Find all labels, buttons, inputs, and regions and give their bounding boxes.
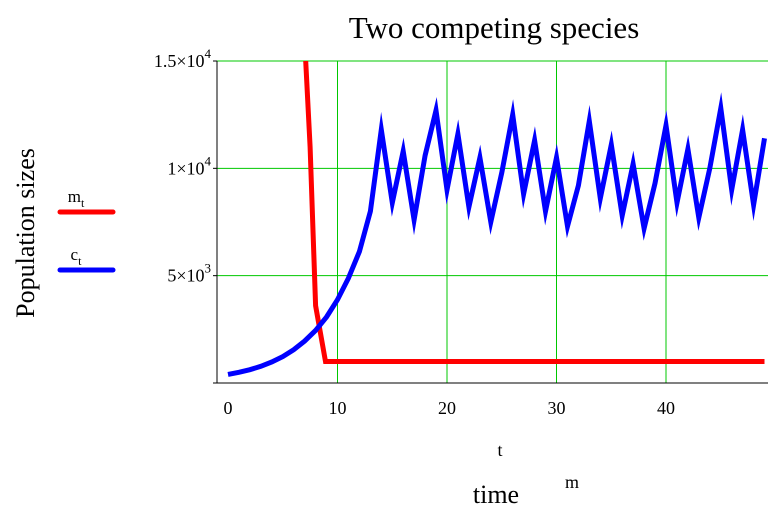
y-tick-label: 1×104: [167, 153, 211, 178]
x-axis-label: t: [497, 440, 502, 460]
y-tick-mantissa: 1.5×10: [154, 51, 205, 71]
series-layer: [227, 61, 767, 377]
y-tick-exponent: 4: [205, 153, 212, 168]
y-tick-label: 1.5×104: [154, 46, 212, 71]
y-tick-exponent: 4: [205, 46, 212, 61]
chart-title: Two competing species: [349, 10, 640, 45]
x-tick-label: 40: [657, 398, 675, 418]
x-tick-label: 0: [224, 398, 233, 418]
legend-series-name: m: [68, 187, 81, 206]
legend-label: mt: [68, 187, 85, 210]
legend-series-subscript: t: [81, 196, 85, 210]
legend-item-m: mt: [57, 187, 116, 215]
y-tick-label: 5×103: [167, 261, 211, 286]
legend-series-subscript: t: [78, 254, 82, 268]
y-tick-mantissa: 1×10: [167, 158, 204, 178]
legend-item-c: ct: [57, 245, 116, 273]
x-tick-label: 10: [329, 398, 347, 418]
series-line-c: [227, 92, 767, 377]
x-tick-labels: 0 10 20 30 40: [224, 398, 676, 418]
x-tick-label: 20: [438, 398, 456, 418]
axes: [213, 60, 768, 384]
y-tick-exponent: 3: [205, 261, 212, 276]
x-tick-label: 30: [548, 398, 566, 418]
y-axis-label: Population sizes: [11, 148, 40, 318]
y-tick-mantissa: 5×10: [167, 266, 204, 286]
x-axis-note: m: [565, 472, 579, 492]
legend-series-name: c: [71, 245, 79, 264]
legend-label: ct: [71, 245, 83, 268]
series-line-m: [303, 61, 765, 364]
x-axis-label-secondary: time: [473, 480, 519, 507]
